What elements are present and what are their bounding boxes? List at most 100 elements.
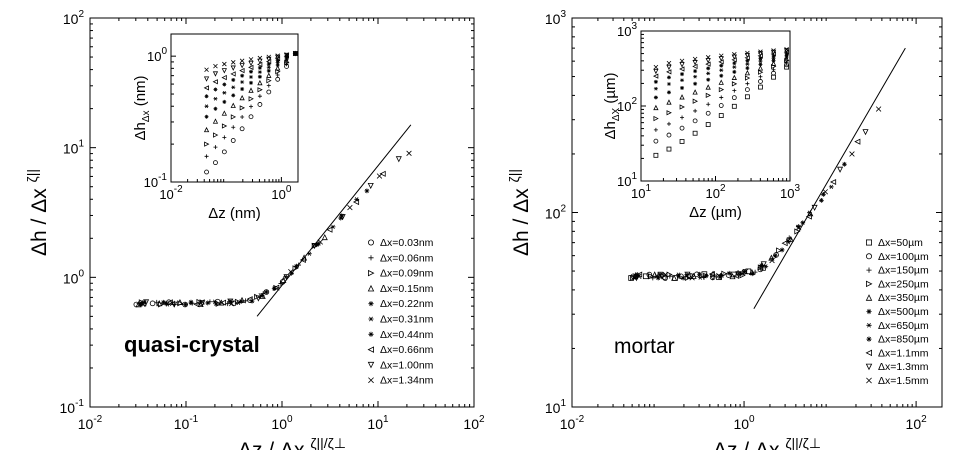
- inset-y-axis-title: ΔhΔX (µm): [602, 72, 622, 139]
- inset-y-tick-label: 100: [147, 46, 167, 64]
- inset-series-9: [204, 51, 298, 73]
- inset-frame: [170, 33, 299, 183]
- x-tick-label: 100: [733, 414, 755, 432]
- inset-data-point: [680, 72, 685, 77]
- y-tick-label-exp: 0: [78, 268, 84, 279]
- legend-marker: [367, 239, 374, 246]
- data-point: [719, 273, 725, 278]
- inset-data-point: [745, 58, 750, 63]
- inset-data-point: [249, 80, 254, 85]
- series-triangle-left-7: [140, 170, 386, 308]
- inset-data-point: [705, 58, 711, 64]
- data-point: [280, 276, 287, 283]
- series-plus-1: [136, 262, 302, 307]
- inset-data-point: [732, 88, 737, 93]
- inset-data-point: [771, 70, 776, 76]
- inset-data-point: [744, 69, 751, 76]
- inset-data-point: [679, 66, 685, 72]
- data-point: [347, 204, 353, 211]
- inset-data-point: [212, 118, 219, 124]
- inset-data-point: [221, 68, 227, 74]
- inset-data-point: [204, 154, 209, 159]
- y-tick-label: 100: [63, 268, 85, 286]
- inset-y-tick-label-exp: 2: [631, 96, 637, 107]
- inset-data-point: [266, 78, 272, 84]
- inset-y-tick-label: 10-1: [144, 172, 168, 190]
- inset-series-10: [653, 47, 789, 70]
- data-point: [289, 270, 294, 276]
- inset-data-point: [718, 113, 724, 118]
- y-tick-label-base: 10: [545, 206, 561, 222]
- data-point: [188, 299, 194, 305]
- inset-y-axis-title: ΔhΔx (nm): [132, 75, 152, 140]
- data-point: [193, 301, 200, 308]
- inset-data-point: [666, 69, 672, 75]
- inset-y-tick-label-exp: 0: [161, 46, 167, 57]
- data-point: [738, 271, 744, 277]
- inset-data-point: [705, 122, 711, 127]
- inset-data-point: [732, 61, 737, 66]
- inset-data-point: [692, 56, 698, 62]
- inset-series-0: [653, 64, 789, 158]
- inset-data-point: [706, 66, 711, 71]
- legend-entry-label: Δx=0.22nm: [380, 298, 434, 310]
- legend-marker: [368, 255, 374, 261]
- inset-data-point: [230, 60, 236, 65]
- inset-data-point: [204, 104, 209, 109]
- inset-data-point: [731, 74, 737, 80]
- data-point: [311, 243, 318, 250]
- legend-entry-label: Δx=0.31nm: [380, 314, 434, 326]
- inset-y-title-sub: Δx: [141, 110, 152, 122]
- series-asterisk-4: [138, 215, 344, 307]
- inset-data-point: [705, 84, 711, 90]
- data-point: [367, 183, 374, 190]
- legend-marker: [368, 316, 374, 322]
- inset-data-point: [758, 59, 763, 63]
- inset-data-point: [231, 77, 236, 82]
- data-point: [654, 274, 659, 279]
- data-point: [176, 298, 183, 306]
- inset-data-point: [248, 87, 254, 93]
- data-point: [786, 238, 793, 245]
- data-point: [646, 271, 653, 278]
- inset-data-point: [275, 68, 281, 75]
- data-point: [228, 300, 235, 307]
- x-tick-label-base: 10: [560, 416, 576, 432]
- data-point: [636, 273, 642, 279]
- inset-x-tick-label: 100: [271, 184, 291, 202]
- inset-data-point: [706, 102, 711, 107]
- inset-data-point: [732, 69, 737, 74]
- inset-data-point: [731, 81, 738, 87]
- inset-data-point: [719, 68, 724, 73]
- inset-data-point: [213, 106, 218, 111]
- data-point: [271, 286, 277, 291]
- inset-data-point: [653, 68, 659, 75]
- inset-data-point: [718, 79, 724, 85]
- data-point: [772, 253, 778, 259]
- inset-data-point: [693, 69, 698, 74]
- inset-x-tick-label-exp: -2: [174, 184, 183, 195]
- inset-data-point: [731, 54, 737, 60]
- inset-data-point: [680, 85, 685, 90]
- inset-data-point: [693, 74, 698, 79]
- inset-data-point: [745, 66, 750, 71]
- legend-marker: [866, 267, 872, 273]
- inset-data-point: [758, 79, 763, 84]
- inset-data-point: [666, 82, 671, 86]
- data-point: [671, 274, 678, 281]
- data-point: [307, 251, 312, 256]
- inset-x-tick-label: 10-2: [159, 184, 183, 202]
- inset-x-tick-label: 102: [705, 183, 725, 201]
- data-point: [811, 204, 818, 211]
- x-tick-label-exp: 0: [287, 414, 293, 425]
- data-point: [339, 213, 345, 219]
- inset-data-point: [222, 61, 227, 67]
- inset-data-point: [275, 53, 280, 58]
- legend-entry-label: Δx=50µm: [878, 237, 923, 249]
- inset-data-point: [222, 99, 227, 104]
- legend-entry-label: Δx=1.5mm: [878, 375, 929, 387]
- inset-data-point: [784, 55, 789, 60]
- y-axis-title-exponent: ζ||: [506, 169, 522, 182]
- inset-y-tick-label-exp: -1: [158, 172, 167, 183]
- y-tick-label-exp: 2: [560, 204, 566, 215]
